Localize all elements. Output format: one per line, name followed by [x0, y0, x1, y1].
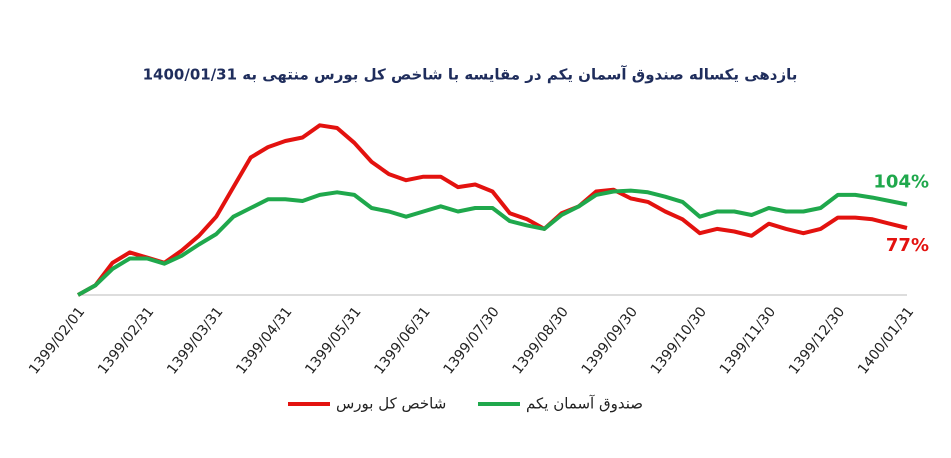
- series-line: [77, 188, 908, 297]
- legend-label: صندوق آسمان یکم: [526, 395, 643, 413]
- end-label: 104%: [873, 172, 929, 193]
- x-tick-label: 1399/02/01: [26, 304, 88, 377]
- x-tick-label: 1399/09/30: [579, 304, 641, 377]
- x-tick-label: 1399/07/30: [441, 304, 503, 377]
- x-tick-label: 1399/10/30: [648, 304, 710, 377]
- x-tick-label: 1400/01/31: [855, 304, 917, 377]
- chart-title: بازدهی یکساله صندوق آسمان یکم در مقایسه …: [143, 66, 798, 84]
- legend-label: شاخص کل بورس: [336, 395, 446, 413]
- x-tick-label: 1399/02/31: [95, 304, 157, 377]
- x-tick-label: 1399/12/30: [786, 304, 848, 377]
- x-tick-label: 1399/11/30: [717, 304, 779, 377]
- x-tick-label: 1399/08/30: [510, 304, 572, 377]
- x-tick-label: 1399/04/31: [233, 304, 295, 377]
- end-label: 77%: [886, 235, 929, 256]
- x-tick-label: 1399/03/31: [164, 304, 226, 377]
- x-tick-label: 1399/05/31: [302, 304, 364, 377]
- x-tick-label: 1399/06/31: [371, 304, 433, 377]
- series-line: [77, 123, 908, 297]
